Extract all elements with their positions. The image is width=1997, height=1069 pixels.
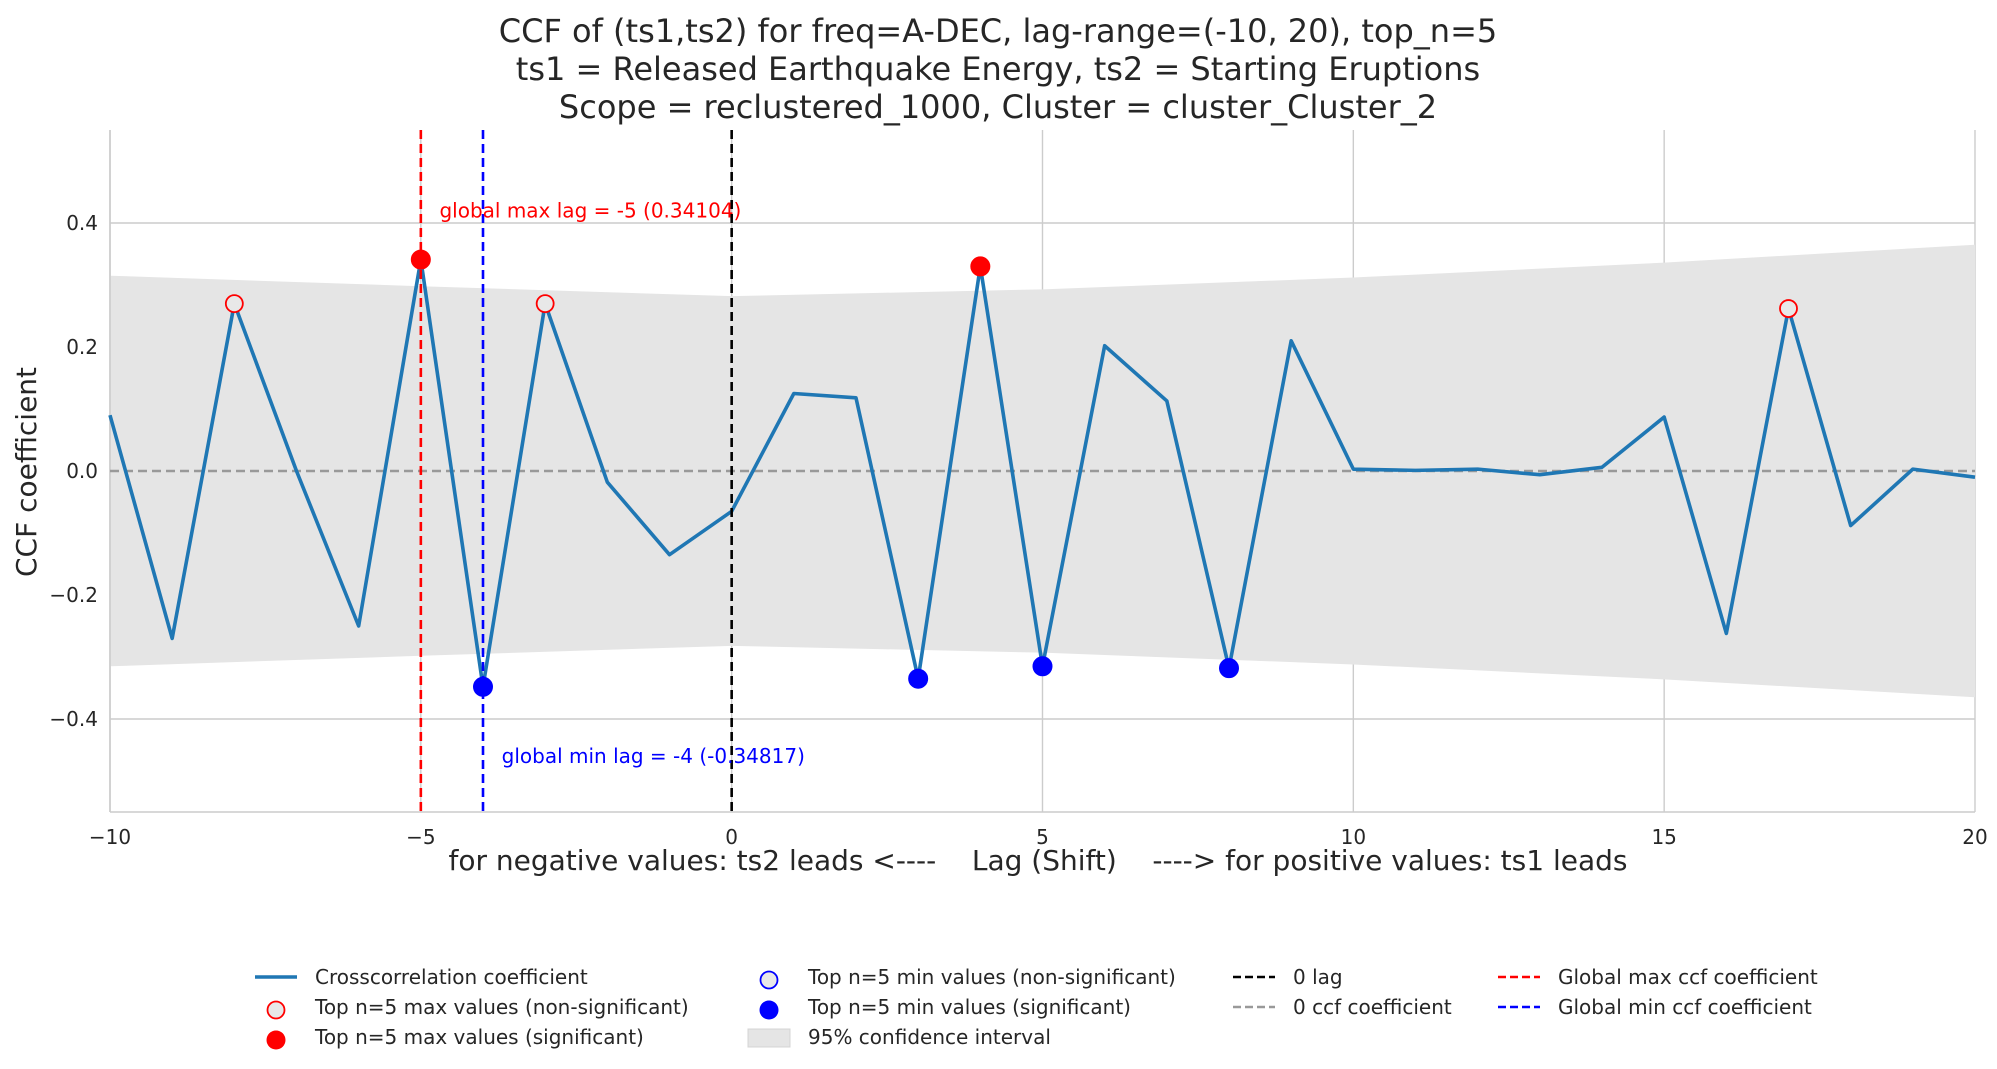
legend-label: Global max ccf coefficient — [1558, 965, 1818, 989]
legend-swatch-patch — [747, 1028, 791, 1048]
y-tick-label: 0.2 — [66, 335, 98, 359]
x-tick-label: 5 — [1036, 825, 1049, 849]
legend-swatch-open-marker — [759, 970, 779, 990]
y-tick-label: 0.4 — [66, 211, 98, 235]
x-tick-label: 20 — [1962, 825, 1987, 849]
legend-label: 0 lag — [1293, 965, 1343, 989]
chart-title-line-1: CCF of (ts1,ts2) for freq=A-DEC, lag-ran… — [499, 12, 1497, 50]
legend-label: Global min ccf coefficient — [1558, 995, 1812, 1019]
top-min-significant-marker — [1032, 656, 1053, 677]
plot-area: global max lag = -5 (0.34104) global min … — [49, 130, 1988, 849]
global-min-annotation: global min lag = -4 (-0.34817) — [502, 744, 805, 768]
top-max-significant-marker — [970, 256, 991, 277]
legend-item: 95% confidence interval — [747, 1025, 1051, 1049]
y-tick-label: −0.2 — [49, 583, 98, 607]
legend-item: Top n=5 max values (non-significant) — [266, 995, 689, 1020]
global-max-annotation: global max lag = -5 (0.34104) — [439, 199, 741, 223]
legend-item: 0 ccf coefficient — [1233, 995, 1452, 1019]
legend-label: Crosscorrelation coefficient — [315, 965, 588, 989]
legend-swatch-filled-marker — [759, 1000, 779, 1020]
x-tick-label: −10 — [89, 825, 131, 849]
legend-item: Top n=5 max values (significant) — [266, 1025, 644, 1050]
y-axis-label: CCF coefficient — [10, 367, 43, 577]
top-min-significant-marker — [908, 668, 929, 689]
legend-item: Global min ccf coefficient — [1498, 995, 1812, 1019]
top-max-nonsignificant-marker — [224, 294, 244, 314]
chart-title-line-2: ts1 = Released Earthquake Energy, ts2 = … — [516, 50, 1480, 88]
legend-item: Crosscorrelation coefficient — [255, 965, 588, 989]
x-tick-label: 15 — [1651, 825, 1676, 849]
x-tick-label: 10 — [1341, 825, 1366, 849]
top-min-significant-marker — [473, 676, 493, 697]
legend-swatch-open-marker — [266, 1000, 286, 1020]
legend-item: Top n=5 min values (non-significant) — [759, 965, 1176, 990]
y-tick-label: 0.0 — [66, 459, 98, 483]
legend-label: Top n=5 min values (significant) — [807, 995, 1131, 1019]
chart-title: CCF of (ts1,ts2) for freq=A-DEC, lag-ran… — [499, 12, 1497, 126]
legend-label: 0 ccf coefficient — [1293, 995, 1452, 1019]
y-tick-label: −0.4 — [49, 707, 98, 731]
legend: Crosscorrelation coefficient Top n=5 max … — [255, 965, 1818, 1050]
legend-item: Global max ccf coefficient — [1498, 965, 1818, 989]
x-axis-label: for negative values: ts2 leads <---- Lag… — [449, 844, 1628, 877]
chart-title-line-3: Scope = reclustered_1000, Cluster = clus… — [559, 88, 1437, 126]
top-max-significant-marker — [410, 249, 431, 270]
x-tick-label: −5 — [406, 825, 435, 849]
top-max-nonsignificant-marker — [1779, 299, 1798, 318]
legend-label: Top n=5 max values (non-significant) — [314, 995, 689, 1019]
top-max-nonsignificant-marker — [535, 294, 555, 314]
legend-swatch-filled-marker — [266, 1030, 286, 1050]
top-min-significant-marker — [1219, 658, 1239, 679]
legend-item: Top n=5 min values (significant) — [759, 995, 1131, 1020]
legend-label: Top n=5 max values (significant) — [314, 1025, 644, 1049]
legend-item: 0 lag — [1233, 965, 1343, 989]
legend-label: Top n=5 min values (non-significant) — [807, 965, 1176, 989]
x-tick-label: 0 — [725, 825, 738, 849]
legend-label: 95% confidence interval — [808, 1025, 1051, 1049]
